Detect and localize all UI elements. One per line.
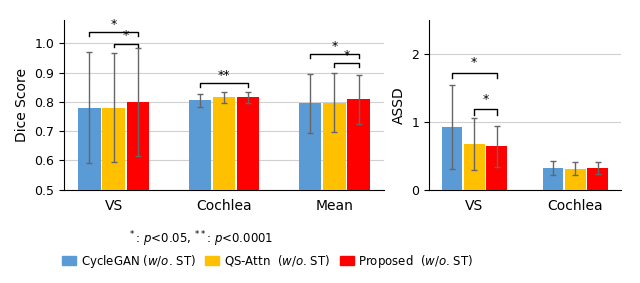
Bar xyxy=(323,103,346,283)
Text: *: * xyxy=(123,29,129,42)
Text: *: * xyxy=(471,56,477,69)
Bar xyxy=(237,97,259,283)
Bar xyxy=(299,103,321,283)
Text: $^*$: $p$<0.05, $^{**}$: $p$<0.0001: $^*$: $p$<0.05, $^{**}$: $p$<0.0001 xyxy=(128,230,273,249)
Bar xyxy=(78,108,100,283)
Text: *: * xyxy=(483,93,488,106)
Y-axis label: ASSD: ASSD xyxy=(392,86,406,124)
Bar xyxy=(543,168,563,190)
Text: **: ** xyxy=(218,68,230,82)
Bar xyxy=(486,146,507,190)
Bar xyxy=(213,97,235,283)
Bar xyxy=(565,169,586,190)
Bar xyxy=(464,144,484,190)
Bar xyxy=(102,108,125,283)
Bar xyxy=(588,168,608,190)
Text: *: * xyxy=(332,40,337,53)
Text: *: * xyxy=(111,18,116,31)
Bar xyxy=(127,102,149,283)
Bar xyxy=(348,99,370,283)
Text: *: * xyxy=(343,49,349,62)
Legend: CycleGAN ($\it{w/o}$. ST), QS-Attn  ($\it{w/o}$. ST), Proposed  ($\it{w/o}$. ST): CycleGAN ($\it{w/o}$. ST), QS-Attn ($\it… xyxy=(57,248,478,274)
Bar xyxy=(189,100,211,283)
Y-axis label: Dice Score: Dice Score xyxy=(15,68,29,142)
Bar xyxy=(442,127,462,190)
